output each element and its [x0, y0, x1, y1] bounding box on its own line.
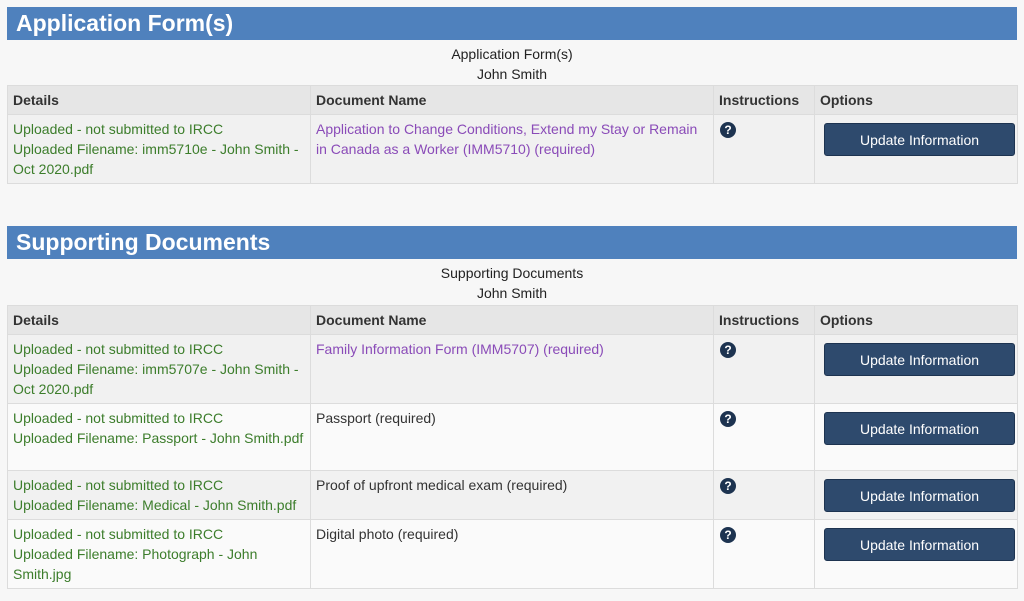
question-circle-icon[interactable]: ? [720, 342, 736, 358]
document-name-cell: Proof of upfront medical exam (required) [310, 470, 714, 520]
table-row: Uploaded - not submitted to IRCC Uploaded… [7, 519, 1018, 589]
options-cell: Update Information [814, 114, 1018, 184]
question-circle-icon[interactable]: ? [720, 527, 736, 543]
applicant-name: John Smith [476, 66, 548, 82]
instructions-cell: ? [713, 403, 815, 471]
uploaded-filename: Uploaded Filename: imm5710e - John Smith… [13, 141, 299, 177]
document-name: Proof of upfront medical exam (required) [316, 477, 568, 493]
table-row: Uploaded - not submitted to IRCC Uploaded… [7, 403, 1018, 471]
table-header: Details Document Name Instructions Options [7, 85, 1018, 115]
table-row: Uploaded - not submitted to IRCC Uploaded… [7, 470, 1018, 520]
table-row: Uploaded - not submitted to IRCC Uploaded… [7, 114, 1018, 184]
column-header: Instructions [713, 85, 815, 115]
documents-table: Details Document Name Instructions Options … [7, 305, 1018, 589]
column-header: Details [7, 85, 311, 115]
details-cell: Uploaded - not submitted to IRCC Uploaded… [7, 114, 311, 184]
column-header: Options [814, 85, 1018, 115]
options-cell: Update Information [814, 470, 1018, 520]
instructions-cell: ? [713, 114, 815, 184]
document-name-cell: Digital photo (required) [310, 519, 714, 589]
upload-status: Uploaded - not submitted to IRCC [13, 477, 224, 493]
documents-table: Details Document Name Instructions Options … [7, 85, 1018, 184]
column-header: Instructions [713, 305, 815, 335]
instructions-cell: ? [713, 519, 815, 589]
applicant-name: John Smith [476, 285, 548, 301]
upload-status: Uploaded - not submitted to IRCC [13, 341, 224, 357]
document-name: Passport (required) [316, 410, 436, 426]
upload-status: Uploaded - not submitted to IRCC [13, 121, 224, 137]
document-name[interactable]: Application to Change Conditions, Extend… [316, 121, 698, 157]
details-cell: Uploaded - not submitted to IRCC Uploaded… [7, 334, 311, 404]
table-header: Details Document Name Instructions Options [7, 305, 1018, 335]
table-row: Uploaded - not submitted to IRCC Uploaded… [7, 334, 1018, 404]
update-information-button[interactable]: Update Information [824, 343, 1015, 376]
uploaded-filename: Uploaded Filename: Photograph - John Smi… [13, 546, 258, 582]
column-header: Details [7, 305, 311, 335]
section-subtitle: Supporting Documents [440, 265, 584, 281]
options-cell: Update Information [814, 403, 1018, 471]
question-circle-icon[interactable]: ? [720, 122, 736, 138]
instructions-cell: ? [713, 470, 815, 520]
document-name-cell: Family Information Form (IMM5707) (requi… [310, 334, 714, 404]
upload-status: Uploaded - not submitted to IRCC [13, 526, 224, 542]
section-header: Supporting Documents [7, 226, 1017, 259]
document-name[interactable]: Family Information Form (IMM5707) (requi… [316, 341, 604, 357]
update-information-button[interactable]: Update Information [824, 123, 1015, 156]
details-cell: Uploaded - not submitted to IRCC Uploaded… [7, 403, 311, 471]
details-cell: Uploaded - not submitted to IRCC Uploaded… [7, 470, 311, 520]
document-name-cell: Application to Change Conditions, Extend… [310, 114, 714, 184]
details-cell: Uploaded - not submitted to IRCC Uploaded… [7, 519, 311, 589]
update-information-button[interactable]: Update Information [824, 528, 1015, 561]
section-subtitle: Application Form(s) [451, 46, 573, 62]
uploaded-filename: Uploaded Filename: imm5707e - John Smith… [13, 361, 299, 397]
question-circle-icon[interactable]: ? [720, 478, 736, 494]
update-information-button[interactable]: Update Information [824, 479, 1015, 512]
question-circle-icon[interactable]: ? [720, 411, 736, 427]
upload-status: Uploaded - not submitted to IRCC [13, 410, 224, 426]
column-header: Options [814, 305, 1018, 335]
document-name-cell: Passport (required) [310, 403, 714, 471]
column-header: Document Name [310, 85, 714, 115]
section-header: Application Form(s) [7, 7, 1017, 40]
instructions-cell: ? [713, 334, 815, 404]
column-header: Document Name [310, 305, 714, 335]
uploaded-filename: Uploaded Filename: Passport - John Smith… [13, 430, 304, 446]
document-name: Digital photo (required) [316, 526, 459, 542]
options-cell: Update Information [814, 334, 1018, 404]
options-cell: Update Information [814, 519, 1018, 589]
update-information-button[interactable]: Update Information [824, 412, 1015, 445]
uploaded-filename: Uploaded Filename: Medical - John Smith.… [13, 497, 297, 513]
